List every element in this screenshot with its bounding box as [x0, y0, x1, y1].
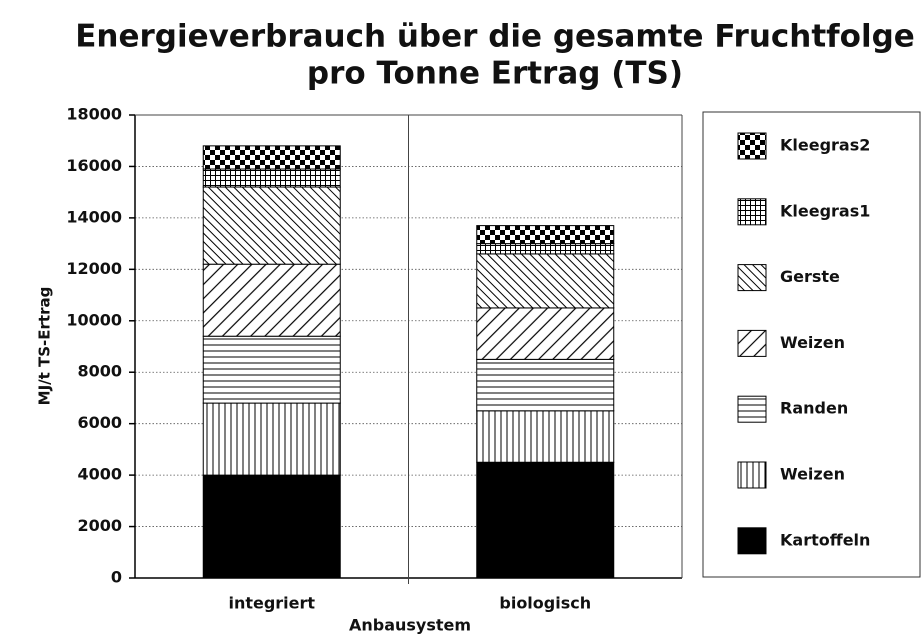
legend-label: Weizen: [780, 465, 845, 484]
bar-segment: [202, 335, 341, 404]
bar-segment: [202, 168, 341, 188]
bar-segment: [476, 307, 615, 360]
chart-title: pro Tonne Ertrag (TS): [307, 56, 683, 92]
y-tick-label: 8000: [77, 362, 122, 381]
legend-box: [702, 111, 921, 578]
y-tick-label: 16000: [66, 156, 122, 175]
y-axis-label: MJ/t TS-Ertrag: [36, 287, 54, 406]
bar-segment: [202, 263, 341, 337]
legend-swatch: [737, 132, 767, 160]
bar-segment: [476, 243, 615, 255]
bar-segment: [476, 358, 615, 412]
legend-label: Kartoffeln: [780, 530, 870, 549]
y-tick-label: 18000: [66, 105, 122, 124]
legend-swatch: [737, 329, 767, 357]
x-tick-label: biologisch: [499, 594, 591, 613]
legend-swatch: [737, 395, 767, 423]
y-tick-label: 0: [111, 568, 122, 587]
bar-segment: [202, 402, 341, 476]
legend-label: Randen: [780, 399, 848, 418]
legend-label: Gerste: [780, 267, 840, 286]
bar-segment: [202, 474, 341, 579]
legend-label: Weizen: [780, 333, 845, 352]
legend-swatch: [737, 527, 767, 555]
bar-segment: [476, 225, 615, 245]
legend-swatch: [737, 461, 767, 489]
bar-segment: [202, 186, 341, 265]
legend-swatch: [737, 198, 767, 226]
legend-label: Kleegras2: [780, 136, 870, 155]
x-tick-label: integriert: [228, 594, 315, 613]
bar-segment: [202, 145, 341, 170]
bar-segment: [476, 461, 615, 579]
bar-segment: [476, 253, 615, 309]
y-tick-label: 12000: [66, 259, 122, 278]
y-tick-label: 6000: [77, 413, 122, 432]
y-tick-label: 14000: [66, 207, 122, 226]
y-tick-label: 2000: [77, 516, 122, 535]
legend-label: Kleegras1: [780, 201, 870, 220]
bar-segment: [476, 410, 615, 463]
y-tick-label: 10000: [66, 310, 122, 329]
legend-swatch: [737, 264, 767, 292]
chart-title: Energieverbrauch über die gesamte Frucht…: [75, 19, 915, 55]
y-tick-label: 4000: [77, 465, 122, 484]
x-axis-label: Anbausystem: [349, 616, 471, 635]
